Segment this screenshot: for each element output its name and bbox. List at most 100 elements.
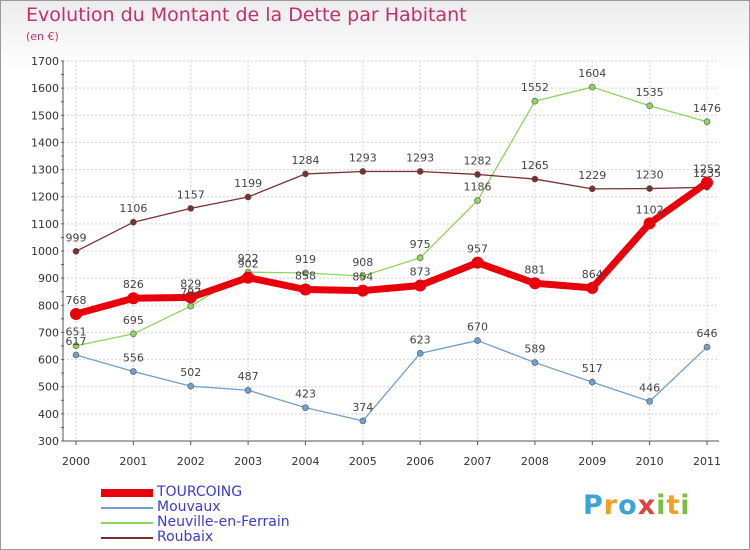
- data-point: [531, 175, 539, 183]
- data-point: [416, 350, 424, 357]
- data-label: 873: [410, 265, 431, 278]
- data-label: 858: [295, 270, 316, 283]
- legend-label: Neuville-en-Ferrain: [157, 514, 290, 530]
- data-label: 623: [410, 333, 431, 346]
- data-label: 446: [639, 381, 660, 394]
- data-point: [416, 254, 424, 262]
- data-point: [359, 272, 367, 280]
- x-tick-label: 2004: [291, 455, 319, 468]
- y-tick-label: 800: [38, 299, 59, 312]
- data-label: 651: [66, 326, 87, 339]
- data-label: 999: [66, 231, 87, 244]
- data-label: 589: [524, 343, 545, 356]
- data-label: 919: [295, 253, 316, 266]
- data-point: [588, 378, 596, 386]
- proxiti-logo: Proxiti: [583, 490, 691, 521]
- data-label: 797: [180, 286, 201, 299]
- data-label: 374: [352, 401, 373, 414]
- y-tick-label: 1200: [31, 191, 59, 204]
- data-point: [70, 307, 82, 320]
- data-point: [703, 118, 711, 126]
- data-point: [187, 302, 195, 310]
- series-line-roubaix: [75, 170, 708, 252]
- data-label: 695: [123, 314, 144, 327]
- x-tick-label: 2006: [406, 455, 434, 468]
- data-point: [471, 256, 484, 269]
- data-label: 423: [295, 388, 316, 401]
- data-label: 1293: [406, 151, 434, 164]
- x-tick-label: 2007: [464, 455, 492, 468]
- y-tick-label: 600: [38, 354, 59, 367]
- legend-swatch: [101, 522, 153, 524]
- logo-letter: t: [666, 490, 681, 521]
- data-point: [588, 185, 596, 193]
- data-label: 1476: [693, 102, 721, 115]
- data-point: [586, 281, 599, 294]
- data-label: 1230: [636, 169, 664, 182]
- series-line-neuville-en-ferrain: [75, 86, 708, 347]
- data-label: 768: [66, 294, 87, 307]
- data-label: 646: [697, 327, 718, 340]
- legend-label: Roubaix: [157, 529, 214, 545]
- data-point: [588, 83, 596, 91]
- logo-letter: i: [656, 490, 667, 521]
- legend-label: TOURCOING: [157, 484, 243, 500]
- data-point: [528, 277, 541, 290]
- data-label: 1235: [693, 167, 721, 180]
- data-point: [646, 398, 653, 405]
- data-label: 1252: [693, 163, 721, 176]
- data-point: [72, 351, 80, 359]
- data-point: [184, 291, 197, 304]
- data-label: 826: [123, 278, 144, 291]
- x-tick-label: 2009: [578, 455, 606, 468]
- chart-title: Evolution du Montant de la Dette par Hab…: [26, 4, 467, 26]
- y-tick-label: 1700: [31, 55, 59, 68]
- data-label: 1535: [636, 86, 664, 99]
- x-tick-label: 2008: [521, 455, 549, 468]
- data-point: [474, 171, 481, 178]
- data-point: [359, 417, 367, 425]
- data-label: 902: [238, 258, 259, 271]
- data-point: [244, 193, 252, 201]
- data-point: [703, 343, 711, 351]
- x-tick-label: 2003: [234, 455, 262, 468]
- data-label: 1282: [464, 154, 492, 167]
- logo-letter: x: [637, 490, 657, 521]
- data-point: [127, 292, 140, 305]
- data-point: [72, 342, 80, 350]
- data-label: 1552: [521, 81, 549, 94]
- legend-swatch: [101, 489, 153, 497]
- data-point: [643, 217, 656, 230]
- logo-letter: r: [603, 490, 619, 521]
- data-point: [130, 330, 137, 338]
- data-point: [474, 197, 481, 204]
- y-tick-label: 1400: [31, 136, 59, 149]
- data-label: 1284: [291, 154, 319, 167]
- data-point: [359, 168, 367, 175]
- data-point: [416, 168, 424, 175]
- data-label: 670: [467, 321, 488, 334]
- y-tick-label: 1600: [31, 82, 59, 95]
- data-label: 975: [410, 238, 431, 251]
- data-label: 829: [180, 277, 201, 290]
- x-tick-label: 2000: [62, 455, 90, 468]
- data-point: [187, 205, 195, 212]
- unit-label: (en €): [26, 30, 59, 43]
- y-tick-label: 900: [38, 272, 59, 285]
- data-point: [414, 279, 427, 292]
- logo-letter: o: [618, 490, 638, 521]
- data-label: 1604: [578, 67, 606, 80]
- data-point: [130, 218, 137, 226]
- data-point: [187, 382, 195, 390]
- data-label: 1157: [177, 188, 205, 201]
- legend-swatch: [101, 507, 153, 509]
- data-point: [299, 283, 312, 296]
- data-label: 881: [524, 263, 545, 276]
- data-point: [646, 185, 653, 192]
- data-label: 1293: [349, 151, 377, 164]
- data-label: 487: [238, 370, 259, 383]
- data-label: 617: [66, 335, 87, 348]
- data-point: [302, 404, 309, 411]
